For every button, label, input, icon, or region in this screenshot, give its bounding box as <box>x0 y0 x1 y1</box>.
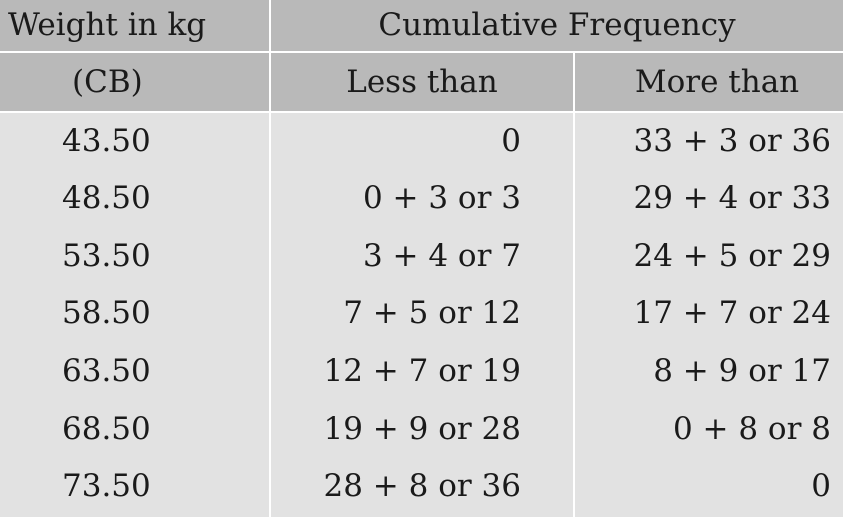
less-than-cell: 0 + 3 or 3 <box>362 180 521 216</box>
more-than-cell: 29 + 4 or 33 <box>633 180 832 216</box>
less-than-column: 0 0 + 3 or 3 3 + 4 or 7 7 + 5 or 12 12 +… <box>271 113 573 517</box>
weight-cell: 58.50 <box>62 295 151 331</box>
weight-cell: 43.50 <box>62 123 151 159</box>
more-than-column: 33 + 3 or 36 29 + 4 or 33 24 + 5 or 29 1… <box>575 113 843 517</box>
weight-cell: 48.50 <box>62 180 151 216</box>
less-than-cell: 19 + 9 or 28 <box>323 411 522 447</box>
more-than-cell: 0 <box>811 468 831 504</box>
more-than-cell: 24 + 5 or 29 <box>633 238 832 274</box>
less-than-cell: 3 + 4 or 7 <box>362 238 521 274</box>
weight-column: 43.50 48.50 53.50 58.50 63.50 68.50 73.5… <box>0 113 269 517</box>
header-more-than: More than <box>575 53 843 111</box>
more-than-cell: 33 + 3 or 36 <box>633 123 832 159</box>
less-than-cell: 7 + 5 or 12 <box>343 295 521 331</box>
header-weight-cb: (CB) <box>0 53 269 111</box>
more-than-cell: 8 + 9 or 17 <box>653 353 831 389</box>
header-less-than: Less than <box>271 53 573 111</box>
less-than-cell: 12 + 7 or 19 <box>323 353 522 389</box>
header-weight-label: Weight in kg <box>0 0 269 51</box>
weight-cell: 73.50 <box>62 468 151 504</box>
weight-cell: 68.50 <box>62 411 151 447</box>
less-than-cell: 0 <box>501 123 521 159</box>
more-than-cell: 0 + 8 or 8 <box>672 411 831 447</box>
weight-cell: 63.50 <box>62 353 151 389</box>
more-than-cell: 17 + 7 or 24 <box>633 295 832 331</box>
less-than-cell: 28 + 8 or 36 <box>323 468 522 504</box>
weight-cell: 53.50 <box>62 238 151 274</box>
header-cumulative-frequency: Cumulative Frequency <box>271 0 843 51</box>
